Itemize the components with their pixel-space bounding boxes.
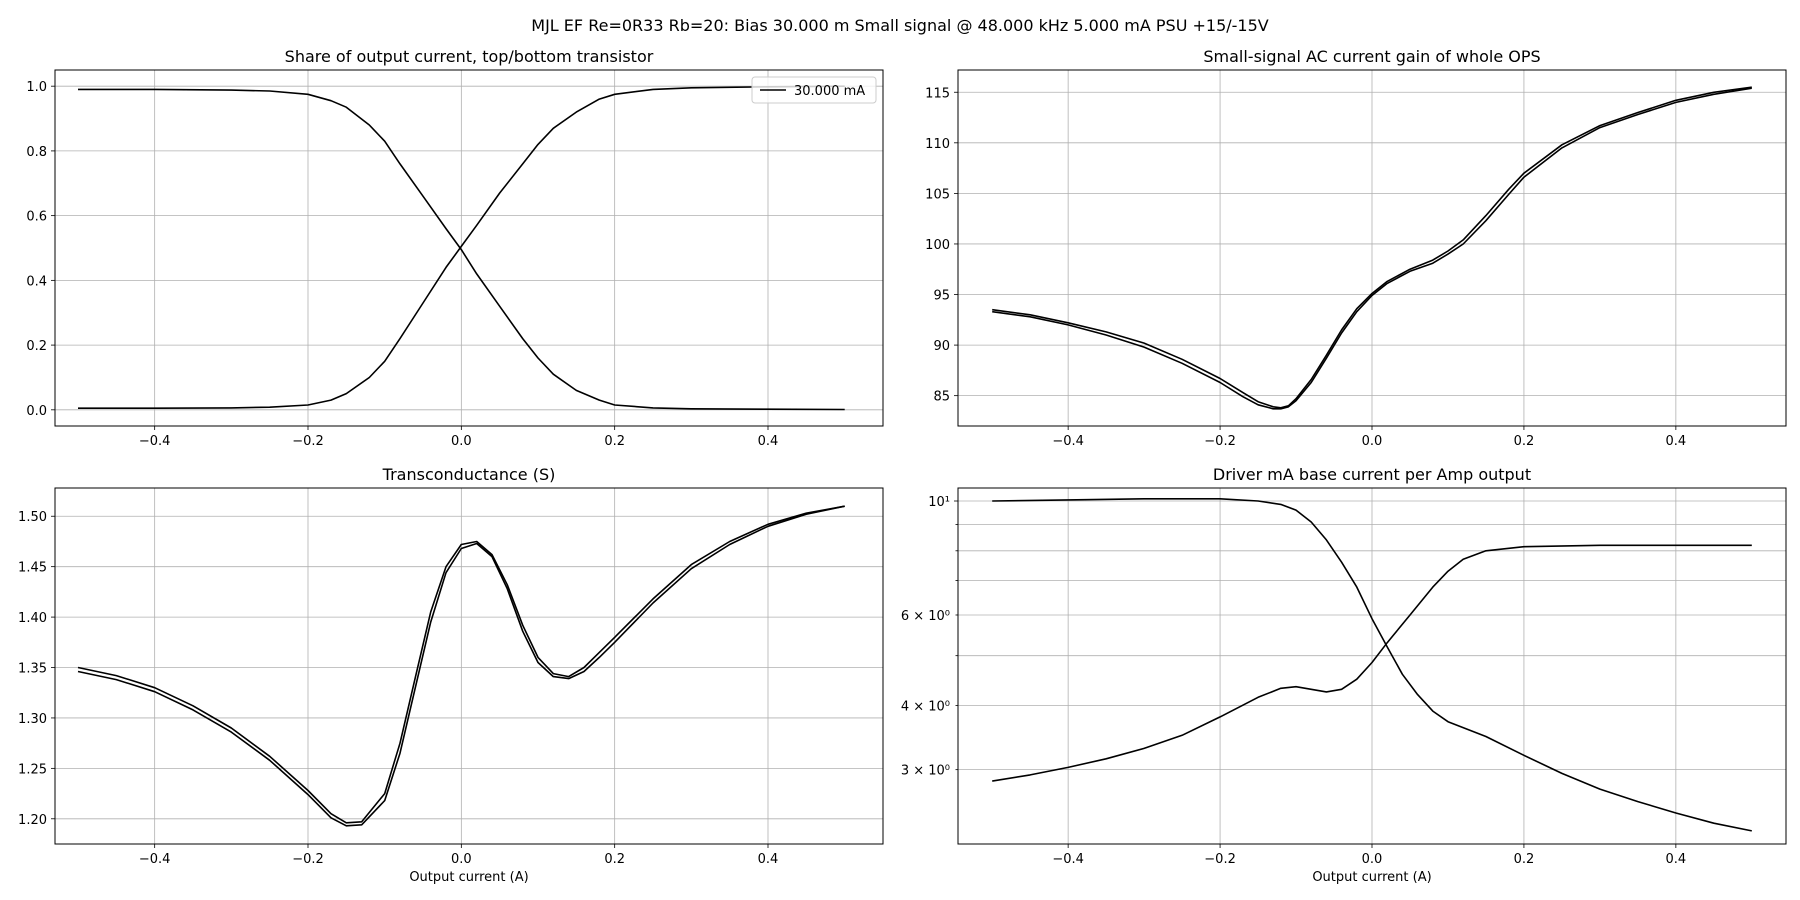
y-tick-label: 0.6 [26,210,47,225]
legend: 30.000 mA [751,76,877,104]
y-tick-label: 1.40 [18,611,47,626]
y-tick-label: 1.45 [18,561,47,576]
y-minor-tick-label: 3 × 10⁰ [901,764,950,779]
x-tick-label: 0.4 [758,852,779,867]
x-tick-label: 0.4 [1666,852,1687,867]
plot-title: Driver mA base current per Amp output [1213,465,1531,484]
series-line-2 [78,85,845,410]
y-minor-tick-label: 4 × 10⁰ [901,699,950,714]
x-axis-label: Output current (A) [1312,870,1431,885]
y-tick-label: 0.8 [26,145,47,160]
x-axis-label: Output current (A) [409,870,528,885]
x-tick-label: 0.4 [758,434,779,449]
grid [958,70,1786,426]
y-tick-label: 105 [925,187,950,202]
series-line-2 [77,505,845,827]
plot-title: Share of output current, top/bottom tran… [285,47,654,66]
plot-driver-base-current: −0.4 −0.2 0.0 0.2 0.4 10¹ 3 × 10⁰ 4 × 10⁰ 6 × 10… [901,465,1787,885]
x-tick-label: −0.2 [292,434,324,449]
axes-frame [54,487,884,845]
y-tick-label: 1.20 [18,813,47,828]
x-tick-label: 0.2 [604,434,625,449]
y-tick-label: 90 [933,339,950,354]
y-tick-label: 0.0 [26,404,47,419]
plot-title: Transconductance (S) [382,465,556,484]
y-tick-label: 0.2 [26,339,47,354]
x-tick-label: −0.2 [1204,434,1236,449]
x-tick-label: −0.4 [1052,434,1084,449]
x-tick-label: 0.0 [1362,852,1383,867]
series-group [77,505,845,827]
series-group [992,497,1752,832]
y-tick-label: 1.35 [18,662,47,677]
plot-share-of-output-current: −0.4 −0.2 0.0 0.2 0.4 0.0 0.2 0.4 0.6 0.8 1.0 Share… [26,47,884,449]
y-tick-label: 1.50 [18,510,47,525]
axes-frame [54,69,884,427]
x-tick-label: −0.4 [139,852,171,867]
x-tick-label: −0.4 [1052,852,1084,867]
x-tick-label: 0.4 [1666,434,1687,449]
y-tick-label: 100 [925,238,950,253]
series-group [992,86,1752,410]
figure-suptitle: MJL EF Re=0R33 Rb=20: Bias 30.000 m Smal… [531,16,1268,35]
y-tick-label: 1.25 [18,762,47,777]
x-tick-label: 0.2 [604,852,625,867]
axes-frame [957,69,1787,427]
y-minor-tick-label: 6 × 10⁰ [901,609,950,624]
legend-label: 30.000 mA [794,84,865,99]
y-tick-label: 115 [925,86,950,101]
plot-transconductance: −0.4 −0.2 0.0 0.2 0.4 1.20 1.25 1.30 1.35 1.40 1.4… [18,465,884,885]
y-tick-label: 110 [925,137,950,152]
x-tick-label: 0.2 [1514,852,1535,867]
x-tick-label: 0.2 [1514,434,1535,449]
y-tick-label: 1.0 [26,80,47,95]
x-tick-label: 0.0 [1362,434,1383,449]
plot-title: Small-signal AC current gain of whole OP… [1203,47,1540,66]
series-line-1 [992,497,1752,832]
series-group [78,85,845,411]
series-line-2 [992,544,1752,782]
y-tick-label: 10¹ [928,495,950,510]
x-tick-label: 0.0 [451,434,472,449]
y-tick-label: 0.4 [26,274,47,289]
x-tick-label: 0.0 [451,852,472,867]
axes-frame [957,487,1787,845]
series-line-1 [77,505,845,824]
series-line-2 [992,87,1752,410]
plot-ac-current-gain: −0.4 −0.2 0.0 0.2 0.4 85 90 95 100 105 110 115 Small… [925,47,1787,449]
x-tick-label: −0.2 [1204,852,1236,867]
series-line-1 [78,88,845,411]
grid [958,488,1786,844]
series-line-1 [992,86,1752,409]
y-tick-label: 85 [933,390,950,405]
grid [55,488,883,844]
legend-box [751,76,877,104]
x-tick-label: −0.4 [139,434,171,449]
y-tick-label: 95 [933,289,950,304]
x-tick-label: −0.2 [292,852,324,867]
grid [55,70,883,426]
y-tick-label: 1.30 [18,712,47,727]
